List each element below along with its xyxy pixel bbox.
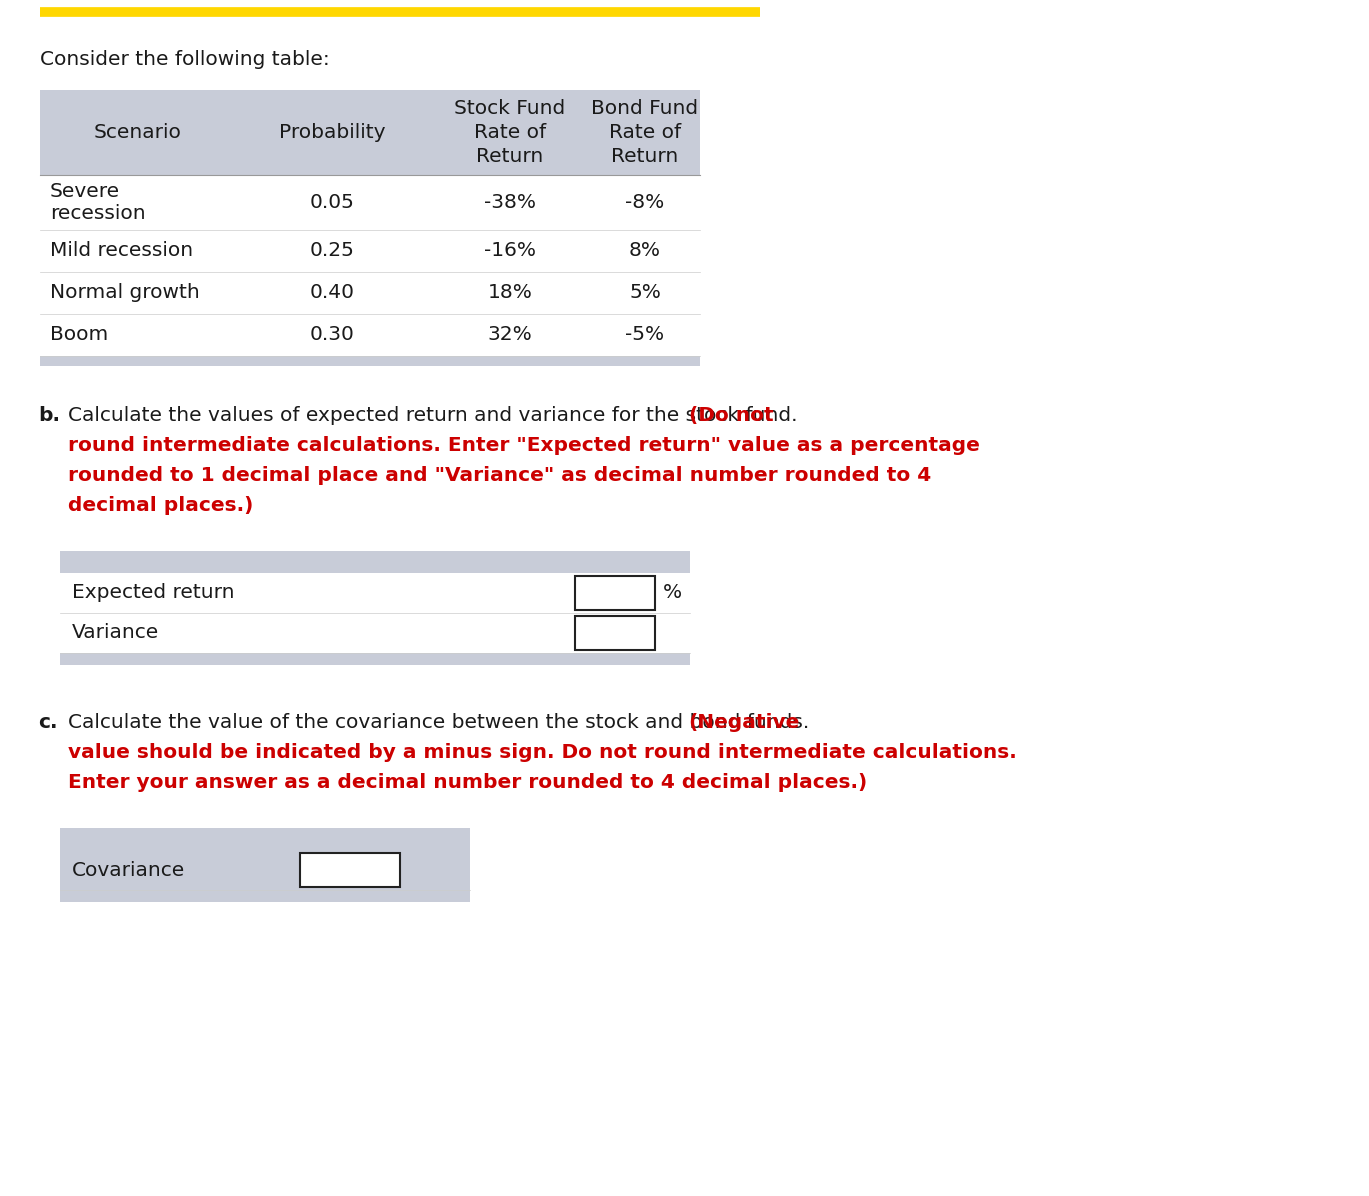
Text: 0.25: 0.25 xyxy=(309,242,355,261)
Text: Expected return: Expected return xyxy=(73,584,234,603)
Text: rounded to 1 decimal place and "Variance" as decimal number rounded to 4: rounded to 1 decimal place and "Variance… xyxy=(68,466,931,486)
Text: 18%: 18% xyxy=(487,283,533,303)
Bar xyxy=(300,853,400,887)
Bar xyxy=(40,175,700,230)
Bar xyxy=(575,616,654,649)
Bar xyxy=(40,271,700,315)
Bar xyxy=(60,828,470,850)
Text: Consider the following table:: Consider the following table: xyxy=(40,50,330,69)
Text: Scenario: Scenario xyxy=(93,123,182,142)
Text: -8%: -8% xyxy=(626,193,664,212)
Bar xyxy=(575,576,654,610)
Text: Bond Fund
Rate of
Return: Bond Fund Rate of Return xyxy=(591,99,698,165)
Text: Boom: Boom xyxy=(51,325,108,344)
Text: 0.40: 0.40 xyxy=(309,283,355,303)
Bar xyxy=(60,850,470,890)
Bar xyxy=(60,551,690,573)
Text: Mild recession: Mild recession xyxy=(51,242,193,261)
Text: Calculate the value of the covariance between the stock and bond funds.: Calculate the value of the covariance be… xyxy=(68,713,816,732)
Bar xyxy=(60,653,690,665)
Text: %: % xyxy=(663,584,682,603)
Text: 0.30: 0.30 xyxy=(309,325,355,344)
Text: Normal growth: Normal growth xyxy=(51,283,200,303)
Text: Variance: Variance xyxy=(73,623,159,642)
Text: Covariance: Covariance xyxy=(73,860,185,879)
Text: (Negative: (Negative xyxy=(689,713,799,732)
Text: b.: b. xyxy=(38,405,60,425)
Text: value should be indicated by a minus sign. Do not round intermediate calculation: value should be indicated by a minus sig… xyxy=(68,743,1017,762)
Text: decimal places.): decimal places.) xyxy=(68,496,253,515)
Text: -38%: -38% xyxy=(485,193,537,212)
Bar xyxy=(60,614,690,653)
Text: 0.05: 0.05 xyxy=(309,193,355,212)
Text: -5%: -5% xyxy=(626,325,664,344)
Bar xyxy=(60,890,470,902)
Text: c.: c. xyxy=(38,713,57,732)
Bar xyxy=(40,230,700,271)
Bar xyxy=(40,315,700,356)
Text: (Do not: (Do not xyxy=(689,405,773,425)
Bar xyxy=(40,90,700,175)
Text: 5%: 5% xyxy=(630,283,661,303)
Text: Severe
recession: Severe recession xyxy=(51,182,145,222)
Text: 8%: 8% xyxy=(628,242,661,261)
Text: Calculate the values of expected return and variance for the stock fund.: Calculate the values of expected return … xyxy=(68,405,804,425)
Text: -16%: -16% xyxy=(485,242,537,261)
Bar xyxy=(40,356,700,366)
Text: Enter your answer as a decimal number rounded to 4 decimal places.): Enter your answer as a decimal number ro… xyxy=(68,773,867,792)
Text: 32%: 32% xyxy=(487,325,533,344)
Text: round intermediate calculations. Enter "Expected return" value as a percentage: round intermediate calculations. Enter "… xyxy=(68,437,980,454)
Text: Stock Fund
Rate of
Return: Stock Fund Rate of Return xyxy=(455,99,565,165)
Text: Probability: Probability xyxy=(279,123,386,142)
Bar xyxy=(60,573,690,614)
